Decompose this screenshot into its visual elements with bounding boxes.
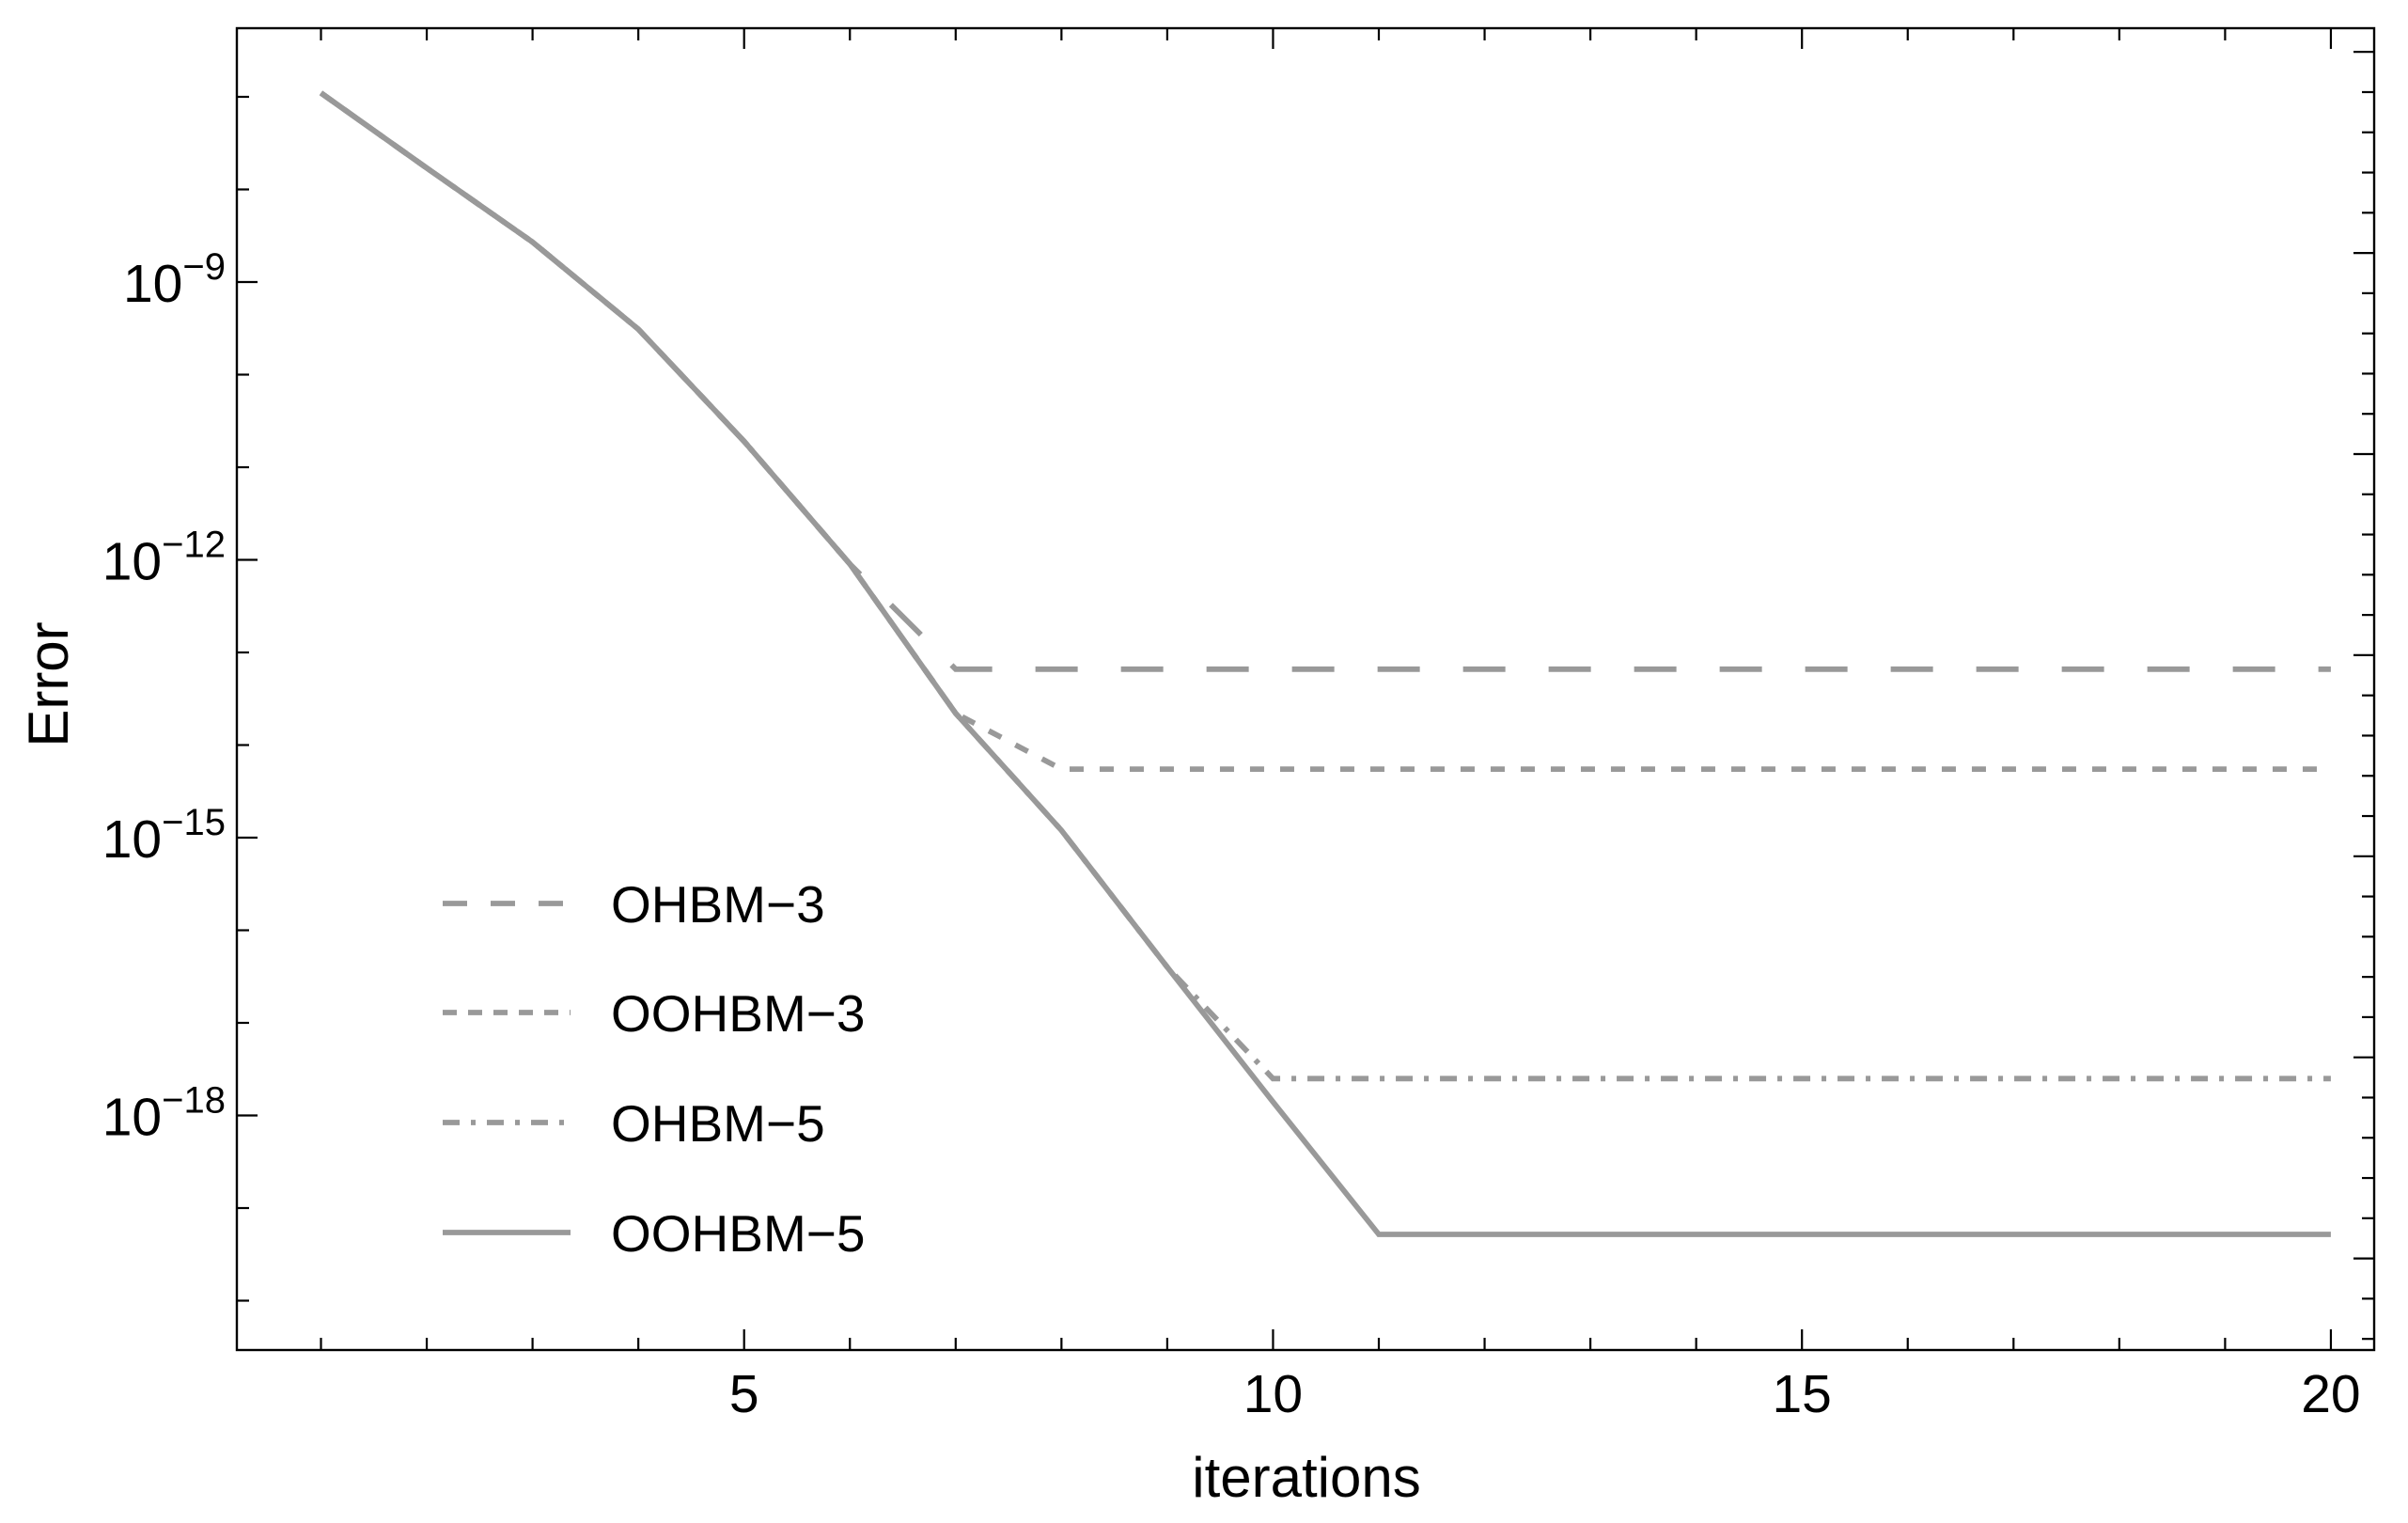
axis-ticks bbox=[237, 28, 2374, 1350]
legend-item-ohbm-5: OHBM−5 bbox=[443, 1094, 825, 1153]
x-axis-title: iterations bbox=[1192, 1446, 1420, 1509]
plot-frame bbox=[235, 26, 2376, 1352]
x-tick-label-10: 10 bbox=[1243, 1364, 1303, 1424]
x-tick-label-5: 5 bbox=[729, 1364, 759, 1424]
x-tick-label-15: 15 bbox=[1772, 1364, 1831, 1424]
legend-label-ohbm-3: OHBM−3 bbox=[611, 875, 825, 934]
y-tick-label-1e-18: 10−18 bbox=[102, 1080, 226, 1148]
y-tick-label-1e-9: 10−9 bbox=[123, 246, 226, 314]
y-tick-label-1e-12: 10−12 bbox=[102, 525, 226, 592]
y-axis-title: Error bbox=[17, 621, 80, 746]
y-tick-label-1e-15: 10−15 bbox=[102, 802, 226, 870]
legend: OHBM−3 OOHBM−3 OHBM−5 OOHBM−5 bbox=[443, 875, 866, 1263]
legend-label-ohbm-5: OHBM−5 bbox=[611, 1094, 825, 1153]
series-line-oohbm-5 bbox=[319, 90, 2331, 1237]
legend-item-ohbm-3: OHBM−3 bbox=[443, 875, 825, 934]
x-tick-label-20: 20 bbox=[2301, 1364, 2360, 1424]
x-tick-labels: 5 10 15 20 bbox=[729, 1364, 2361, 1424]
legend-item-oohbm-5: OOHBM−5 bbox=[443, 1204, 866, 1263]
legend-item-oohbm-3: OOHBM−3 bbox=[443, 984, 866, 1043]
legend-label-oohbm-5: OOHBM−5 bbox=[611, 1204, 866, 1263]
data-curves bbox=[319, 90, 2331, 1237]
y-tick-labels: 10−9 10−12 10−15 10−18 bbox=[102, 246, 226, 1148]
legend-label-oohbm-3: OOHBM−3 bbox=[611, 984, 866, 1043]
series-line-ohbm-3 bbox=[319, 90, 2331, 672]
